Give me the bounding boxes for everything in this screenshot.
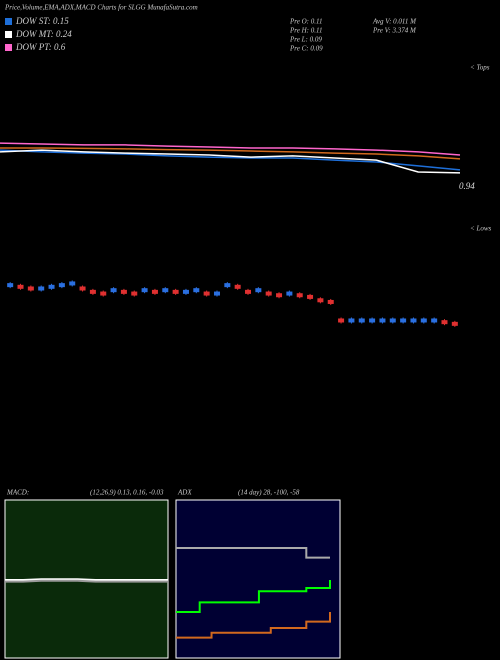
candle <box>172 289 179 294</box>
stat: Pre H: 0.11 <box>289 27 322 35</box>
series-line <box>176 580 331 613</box>
legend-swatch <box>5 31 12 38</box>
candle <box>7 283 14 288</box>
stat: Pre C: 0.09 <box>289 45 323 53</box>
candle <box>348 318 355 323</box>
candle <box>441 320 448 325</box>
series-line <box>5 579 168 583</box>
candle <box>307 294 314 299</box>
macd-subtitle: (12,26,9) 0.13, 0.16, -0.03 <box>90 489 164 497</box>
series-line <box>0 149 461 174</box>
legend-label: DOW MT: 0.24 <box>15 29 72 39</box>
price-label: 0.94 <box>459 181 475 191</box>
candle <box>38 286 45 291</box>
series-line <box>5 578 168 581</box>
candle <box>58 283 65 288</box>
candle <box>48 284 55 289</box>
candle <box>369 318 376 323</box>
legend-label: DOW ST: 0.15 <box>15 16 69 26</box>
stat: Pre V: 3.374 M <box>372 27 417 35</box>
candle <box>89 289 96 294</box>
candle <box>338 318 345 323</box>
side-label: < Lows <box>470 225 492 233</box>
candle <box>400 318 407 323</box>
candle <box>327 299 334 304</box>
candle <box>379 318 386 323</box>
stat: Pre L: 0.09 <box>289 36 322 44</box>
candle <box>110 288 117 293</box>
candle <box>234 284 241 289</box>
series-line <box>176 612 331 639</box>
chart-title: Price,Volume,EMA,ADX,MACD Charts for SLG… <box>4 4 198 12</box>
candle <box>265 291 272 296</box>
stat: Avg V: 0.011 M <box>372 18 417 26</box>
candle <box>451 321 458 326</box>
legend-swatch <box>5 18 12 25</box>
candle <box>17 284 24 289</box>
candle <box>120 289 127 294</box>
series-line <box>176 547 330 559</box>
adx-panel <box>175 499 341 659</box>
candle <box>151 289 158 294</box>
candle <box>141 288 148 293</box>
stat: Pre O: 0.11 <box>289 18 322 26</box>
candle <box>27 286 34 291</box>
candle <box>317 298 324 303</box>
candle <box>410 318 417 323</box>
candle <box>224 283 231 288</box>
candle <box>69 281 76 286</box>
macd-title: MACD: <box>6 489 29 497</box>
adx-subtitle: (14 day) 28, -100, -58 <box>238 489 300 497</box>
candle <box>431 318 438 323</box>
legend-label: DOW PT: 0.6 <box>15 42 66 52</box>
candle <box>162 288 169 293</box>
candle <box>193 288 200 293</box>
series-line <box>0 147 461 160</box>
series-line <box>0 149 461 171</box>
candle <box>79 286 86 291</box>
candle <box>276 293 283 298</box>
candle <box>182 289 189 294</box>
legend-swatch <box>5 44 12 51</box>
candle <box>286 291 293 296</box>
candle <box>131 291 138 296</box>
candle <box>389 318 396 323</box>
candle <box>203 291 210 296</box>
candle <box>100 291 107 296</box>
candle <box>420 318 427 323</box>
side-label: < Tops <box>470 64 490 72</box>
candle <box>255 288 262 293</box>
series-line <box>0 142 461 156</box>
candle <box>296 293 303 298</box>
adx-title: ADX <box>177 489 192 497</box>
candle <box>358 318 365 323</box>
candle <box>213 291 220 296</box>
candle <box>245 289 252 294</box>
